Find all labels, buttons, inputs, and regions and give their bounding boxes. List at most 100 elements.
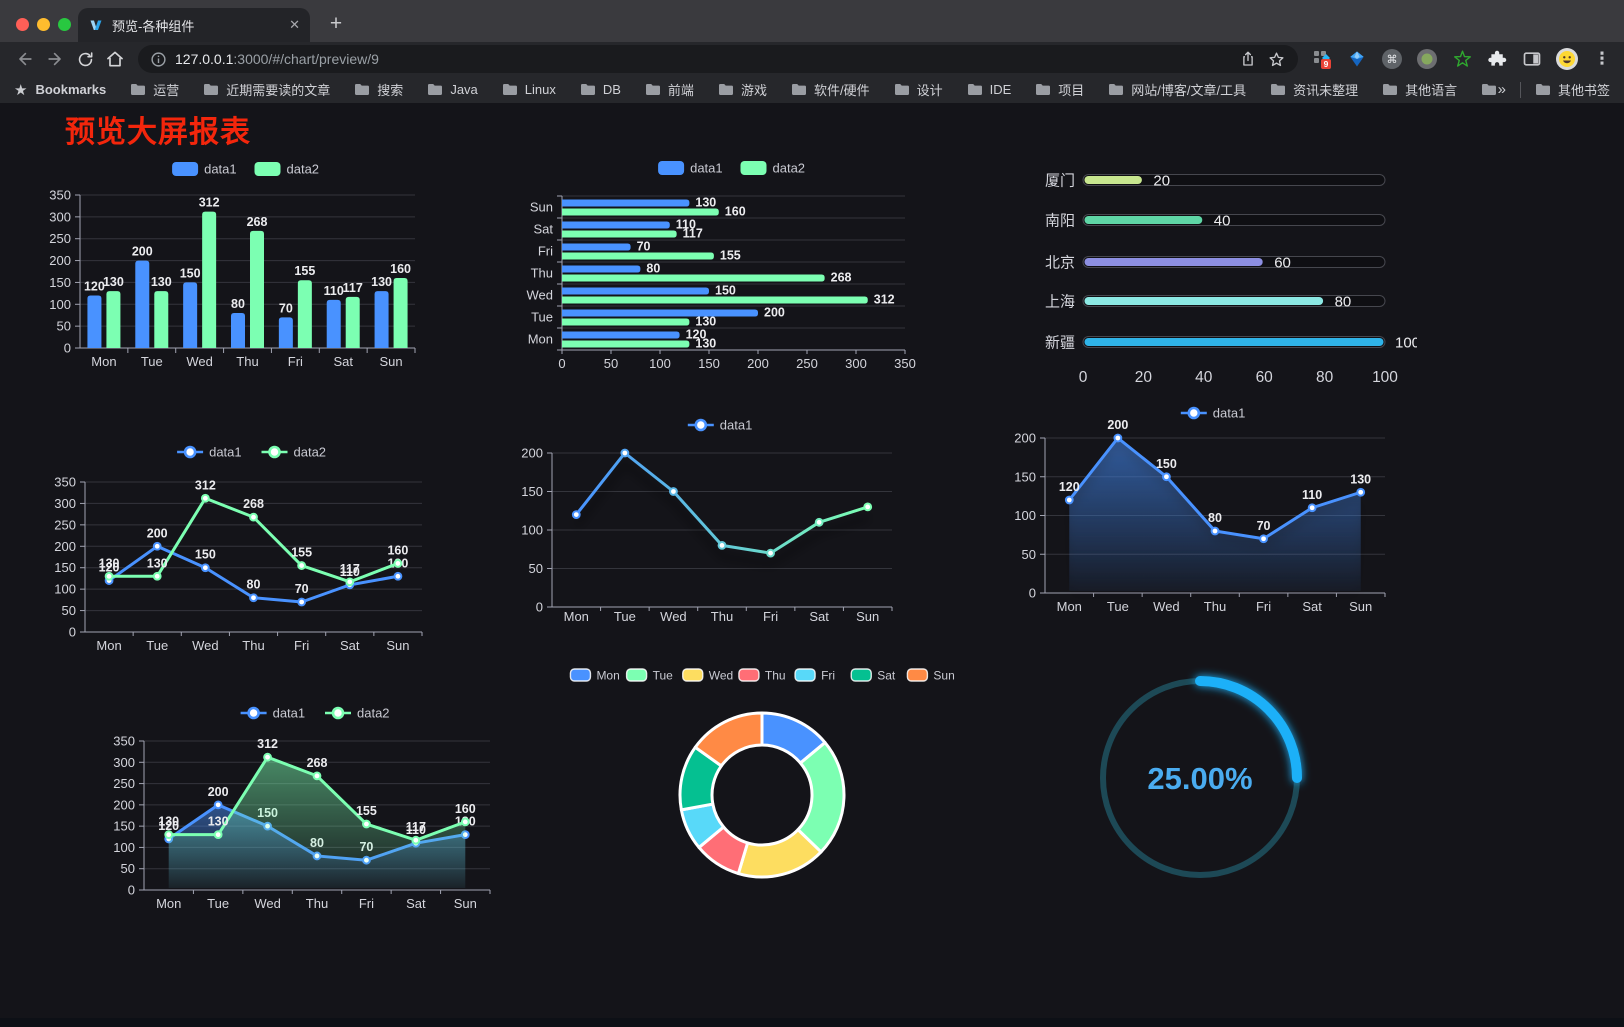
gauge-ring-chart[interactable]: 25.00% [1085, 663, 1315, 893]
svg-text:130: 130 [151, 275, 172, 289]
window-minimize-button[interactable] [37, 18, 50, 31]
sidebar-toggle-icon[interactable] [1520, 47, 1544, 71]
bookmark-folder[interactable]: 网站/博客/文章/工具 [1108, 80, 1246, 99]
svg-text:南阳: 南阳 [1045, 213, 1075, 230]
gem-extension-icon[interactable] [1345, 47, 1369, 71]
bookmark-folder[interactable]: 搜索 [354, 80, 403, 99]
svg-text:data1: data1 [273, 706, 306, 721]
url-path: :3000/#/chart/preview/9 [233, 51, 379, 67]
gradient-line-chart[interactable]: 0 50 100 150 200 Mon Tue Wed Thu Fri Sat Sun data1 [502, 396, 924, 636]
bookmark-folder[interactable]: 前端 [645, 80, 694, 99]
svg-text:上海: 上海 [1045, 294, 1075, 311]
area-line-chart[interactable]: 0 50 100 150 200 Mon Tue Wed Thu Fri Sat Sun 120 200 1… [985, 386, 1417, 624]
bookmark-folder[interactable]: 软件/硬件 [791, 80, 870, 99]
bookmark-folder[interactable]: 游戏 [718, 80, 767, 99]
bookmark-folder[interactable]: Java [427, 82, 478, 97]
bookmark-folder[interactable]: 运营 [130, 80, 179, 99]
bookmark-folder[interactable]: DB [580, 82, 621, 97]
url-text[interactable]: 127.0.0.1:3000/#/chart/preview/9 [175, 51, 1236, 67]
svg-text:data1: data1 [204, 162, 237, 177]
browser-menu-icon[interactable]: ⋮ [1593, 49, 1611, 68]
tab-manager-extension-icon[interactable]: 9 [1310, 47, 1334, 71]
svg-text:160: 160 [387, 543, 408, 557]
multi-line-chart[interactable]: 0 50 100 150 200 250 300 350 Mon Tue Wed Thu Fri Sat S… [45, 423, 477, 665]
svg-text:200: 200 [147, 526, 168, 540]
svg-text:150: 150 [54, 560, 76, 575]
svg-text:data2: data2 [287, 162, 320, 177]
svg-text:Fri: Fri [294, 638, 309, 653]
grouped-bar-chart[interactable]: 0 50 100 150 200 250 300 350 Mon Tue Wed Thu Fri Sat S… [40, 148, 472, 380]
bookmark-folder[interactable]: 项目 [1035, 80, 1084, 99]
svg-text:300: 300 [49, 209, 71, 224]
svg-text:80: 80 [247, 578, 261, 592]
svg-text:Tue: Tue [207, 896, 229, 911]
svg-text:Sun: Sun [1349, 599, 1372, 614]
svg-text:Tue: Tue [146, 638, 168, 653]
traffic-lights [16, 18, 71, 31]
tab-close-icon[interactable]: ✕ [289, 17, 300, 32]
svg-text:130: 130 [208, 815, 229, 829]
svg-text:50: 50 [529, 561, 543, 576]
bookmark-folder-label: IDE [989, 82, 1012, 97]
other-bookmarks[interactable]: 其他书签 [1535, 80, 1610, 99]
svg-text:0: 0 [128, 883, 135, 898]
svg-text:110: 110 [1302, 488, 1322, 502]
bookmark-folder[interactable]: Linux [502, 82, 556, 97]
back-button[interactable] [10, 45, 40, 73]
svg-text:312: 312 [195, 478, 216, 492]
bookmarks-star-icon: ★ [14, 81, 28, 99]
share-icon[interactable] [1236, 47, 1260, 71]
window-zoom-button[interactable] [58, 18, 71, 31]
browser-tab[interactable]: 预览-各种组件 ✕ [78, 8, 310, 42]
svg-text:Wed: Wed [192, 638, 219, 653]
folder-icon [967, 84, 982, 95]
bookmark-folder[interactable]: PHP [1481, 82, 1497, 97]
command-extension-icon[interactable]: ⌘ [1380, 47, 1404, 71]
svg-text:80: 80 [1316, 369, 1334, 386]
bookmark-folder[interactable]: 近期需要读的文章 [203, 80, 330, 99]
svg-text:70: 70 [279, 301, 293, 315]
svg-text:50: 50 [604, 356, 618, 371]
bookmark-folder-label: 项目 [1058, 83, 1085, 98]
bookmark-folder[interactable]: IDE [967, 82, 1012, 97]
bookmark-folder-label: 游戏 [740, 83, 767, 98]
address-bar[interactable]: 127.0.0.1:3000/#/chart/preview/9 [138, 45, 1298, 73]
svg-text:100: 100 [649, 356, 671, 371]
svg-text:新疆: 新疆 [1045, 335, 1075, 352]
star-extension-icon[interactable] [1450, 47, 1474, 71]
bookmarks-overflow-chevron[interactable]: » [1497, 81, 1506, 98]
bookmark-folder[interactable]: 其他语言 [1382, 80, 1457, 99]
bookmark-folder[interactable]: 资讯未整理 [1270, 80, 1358, 99]
svg-text:Sun: Sun [530, 200, 553, 215]
svg-text:350: 350 [894, 356, 916, 371]
svg-text:155: 155 [356, 804, 377, 818]
multi-area-line-chart[interactable]: 0 50 100 150 200 250 300 350 Mon Tue Wed Thu Fri Sat S… [100, 676, 512, 920]
svg-text:120: 120 [1059, 480, 1080, 494]
svg-text:data1: data1 [720, 418, 753, 433]
svg-text:100: 100 [521, 523, 543, 538]
horizontal-bar-chart[interactable]: 0 50 100 150 200 250 300 350 Sun Sat Fri Thu Wed Tue M… [502, 150, 927, 382]
svg-text:130: 130 [1350, 472, 1371, 486]
new-tab-button[interactable]: + [329, 12, 343, 35]
progress-bar-chart[interactable]: 厦门 20 南阳 40 北京 60 上海 80 新疆 100 0 20 40 60 80 100 [985, 155, 1417, 397]
svg-text:200: 200 [1107, 418, 1128, 432]
bookmarks-label[interactable]: Bookmarks [35, 82, 107, 97]
bookmark-folder-label: 设计 [916, 83, 943, 98]
svg-text:80: 80 [646, 262, 660, 276]
svg-text:80: 80 [231, 297, 245, 311]
bookmark-folder-label: Java [450, 82, 478, 97]
bookmark-star-icon[interactable] [1264, 47, 1288, 71]
bookmark-folder[interactable]: 设计 [894, 80, 943, 99]
recorder-extension-icon[interactable] [1415, 47, 1439, 71]
svg-text:268: 268 [307, 756, 328, 770]
extensions-puzzle-icon[interactable] [1485, 47, 1509, 71]
forward-button[interactable] [40, 45, 70, 73]
svg-text:250: 250 [796, 356, 818, 371]
home-button[interactable] [100, 45, 130, 73]
svg-text:Sat: Sat [340, 638, 360, 653]
window-close-button[interactable] [16, 18, 29, 31]
reload-button[interactable] [70, 45, 100, 73]
profile-avatar[interactable] [1555, 47, 1579, 71]
site-info-icon[interactable] [150, 51, 167, 68]
doughnut-chart[interactable]: Mon Tue Wed Thu Fri Sat Sun [552, 655, 972, 897]
